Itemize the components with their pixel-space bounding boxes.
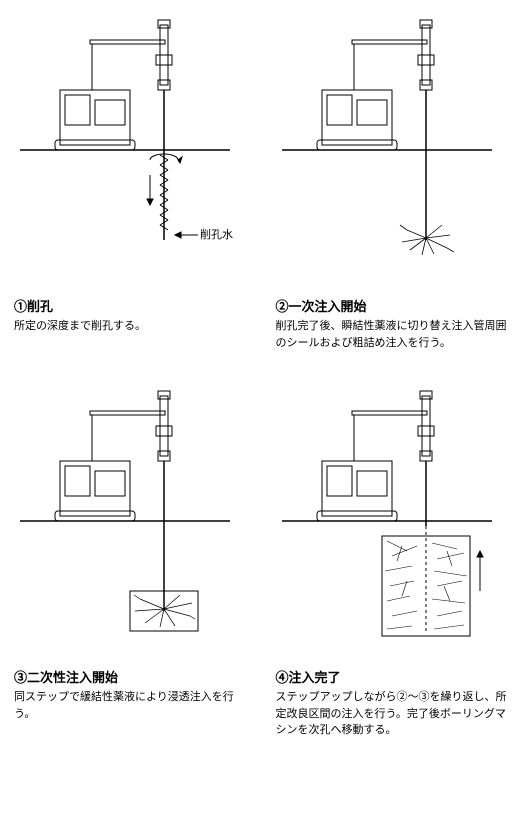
desc-3: 同ステップで緩結性薬液により浸透注入を行う。 [14,689,248,722]
diagram-secondary-injection [10,381,240,661]
desc-4: ステップアップしながら②〜③を繰り返し、所定改良区間の注入を行う。完了後ボーリン… [276,689,510,739]
title-2: ②一次注入開始 [276,298,510,316]
diagram-primary-injection [272,10,502,290]
title-4: ④注入完了 [276,669,510,687]
title-3: ③二次性注入開始 [14,669,248,687]
desc-2: 削孔完了後、瞬結性薬液に切り替え注入管周囲のシールおよび粗詰め注入を行う。 [276,318,510,351]
caption-3: ③二次性注入開始 同ステップで緩結性薬液により浸透注入を行う。 [10,669,252,722]
panel-primary-injection: ②一次注入開始 削孔完了後、瞬結性薬液に切り替え注入管周囲のシールおよび粗詰め注… [272,10,514,351]
diagram-complete [272,381,502,661]
caption-4: ④注入完了 ステップアップしながら②〜③を繰り返し、所定改良区間の注入を行う。完… [272,669,514,739]
svg-text:削孔水: 削孔水 [200,227,233,241]
panel-drilling: 削孔水 ①削孔 所定の深度まで削孔する。 [10,10,252,351]
diagram-drilling: 削孔水 [10,10,240,290]
panel-complete: ④注入完了 ステップアップしながら②〜③を繰り返し、所定改良区間の注入を行う。完… [272,381,514,739]
caption-2: ②一次注入開始 削孔完了後、瞬結性薬液に切り替え注入管周囲のシールおよび粗詰め注… [272,298,514,351]
desc-1: 所定の深度まで削孔する。 [14,318,248,335]
panel-secondary-injection: ③二次性注入開始 同ステップで緩結性薬液により浸透注入を行う。 [10,381,252,739]
caption-1: ①削孔 所定の深度まで削孔する。 [10,298,252,335]
title-1: ①削孔 [14,298,248,316]
process-grid: 削孔水 ①削孔 所定の深度まで削孔する。 [10,10,513,739]
